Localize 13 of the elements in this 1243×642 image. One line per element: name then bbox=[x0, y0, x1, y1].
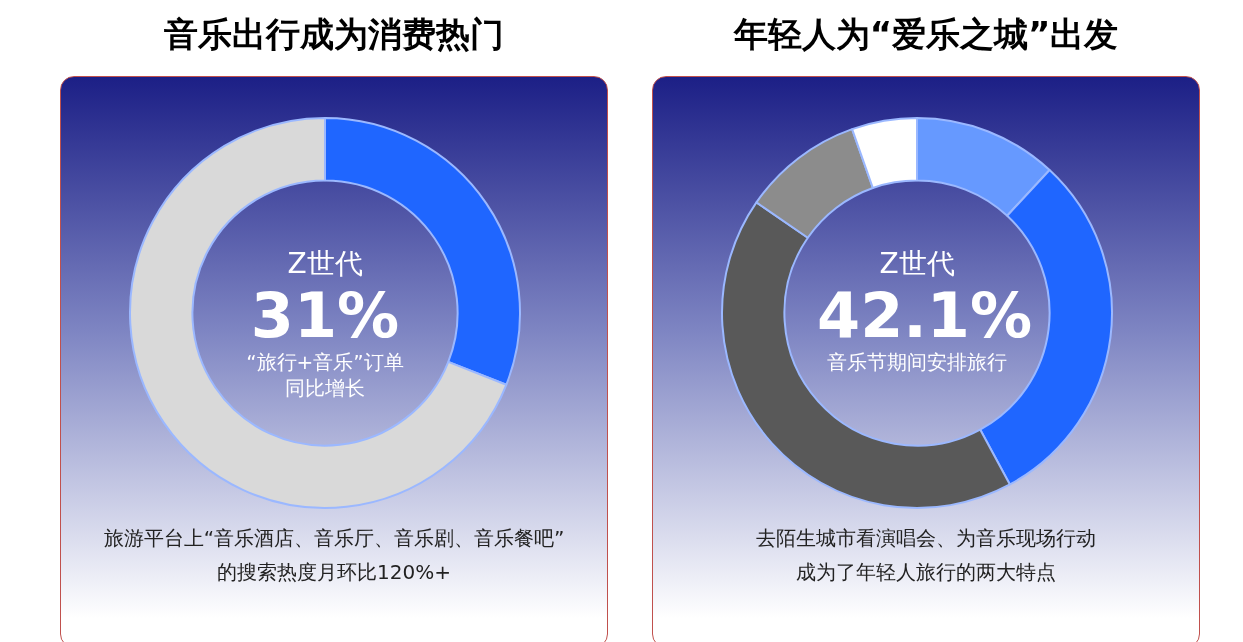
text: 31% bbox=[249, 279, 401, 352]
text: 同比增长 bbox=[284, 375, 366, 401]
text: 音乐节期间安排旅行 bbox=[826, 349, 1008, 375]
text: Z世代 bbox=[286, 246, 364, 282]
text: 旅游平台上“音乐酒店、音乐厅、音乐剧、音乐餐吧” bbox=[102, 525, 566, 552]
text: 成为了年轻人旅行的两大特点 bbox=[795, 559, 1057, 586]
text: 去陌生城市看演唱会、为音乐现场行动 bbox=[755, 525, 1097, 552]
text: “旅行+音乐”订单 bbox=[245, 349, 405, 375]
text: Z世代 bbox=[878, 246, 956, 282]
chart-title: 年轻人为“爱乐之城”出发 bbox=[732, 13, 1120, 56]
chart-title: 音乐出行成为消费热门 bbox=[163, 13, 505, 56]
text: 的搜索热度月环比120%+ bbox=[216, 559, 452, 586]
text: 42.1% bbox=[817, 279, 1033, 352]
